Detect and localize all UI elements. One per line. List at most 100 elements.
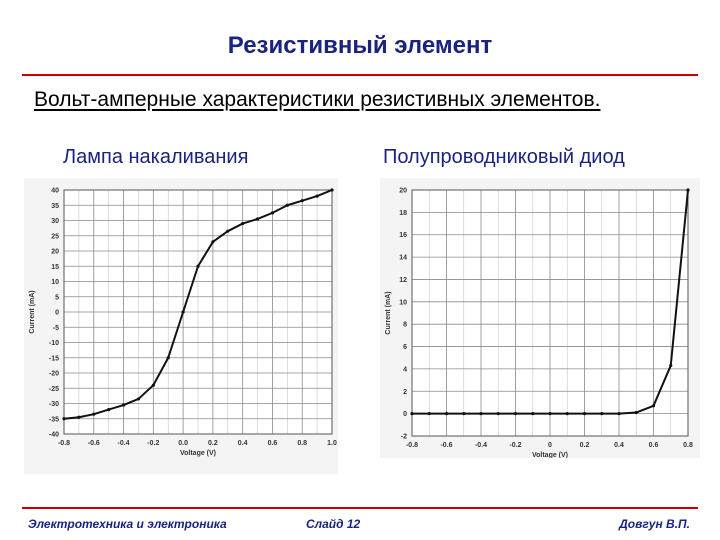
y-tick-label: 6 — [403, 344, 407, 351]
y-axis-label: Current (mA) — [29, 290, 36, 333]
x-tick-label: 0.8 — [683, 442, 693, 449]
x-tick-label: 0 — [548, 442, 552, 449]
plot-frame — [63, 189, 333, 435]
y-tick-label: 35 — [51, 203, 59, 210]
y-tick-label: -30 — [49, 401, 59, 408]
data-point — [651, 404, 656, 408]
y-tick-label: 14 — [399, 255, 407, 262]
data-point — [241, 221, 245, 226]
y-tick-label: -5 — [53, 325, 59, 332]
data-point — [634, 410, 638, 415]
plot-frame — [411, 189, 689, 437]
y-tick-label: 25 — [51, 233, 59, 240]
data-point — [92, 412, 96, 416]
data-point — [300, 199, 304, 203]
x-tick-label: 0.0 — [178, 440, 188, 447]
diode-iv-chart: -0.8 -0.6 -0.4 -0.2 0 0.2 0.4 0.6 0.8 -2 0 2 4 6 8 10 12… — [380, 178, 700, 460]
data-point — [617, 412, 621, 416]
y-tick-label: 0 — [403, 411, 407, 418]
y-tick-label: 20 — [399, 188, 407, 195]
y-tick-label: 12 — [399, 277, 407, 284]
data-point — [548, 412, 552, 416]
data-point — [270, 211, 275, 215]
x-tick-label: -0.8 — [58, 440, 70, 447]
y-tick-label: -40 — [49, 432, 59, 439]
x-tick-label: 0.6 — [268, 440, 278, 447]
y-tick-label: 8 — [403, 322, 407, 329]
y-tick-label: 40 — [51, 188, 59, 195]
x-tick-label: 0.4 — [238, 440, 248, 447]
y-tick-label: 2 — [403, 389, 407, 396]
y-tick-label: 0 — [55, 310, 59, 317]
diode-iv-chart-svg: -0.8 -0.6 -0.4 -0.2 0 0.2 0.4 0.6 0.8 -2 0 2 4 6 8 10 12… — [385, 188, 693, 460]
x-tick-label: -0.2 — [509, 442, 521, 449]
data-point — [166, 356, 170, 360]
data-point — [427, 412, 431, 416]
x-tick-label: -0.6 — [88, 440, 100, 447]
y-tick-label: -10 — [49, 340, 59, 347]
x-tick-label: 0.8 — [297, 440, 307, 447]
data-point — [107, 408, 111, 412]
y-tick-label: -35 — [49, 416, 59, 423]
course-name: Электротехника и электроника — [28, 517, 227, 531]
y-tick-label: -2 — [401, 434, 407, 441]
x-tick-label: -0.6 — [440, 442, 452, 449]
x-tick-label: -0.8 — [406, 442, 418, 449]
slide-number: Слайд 12 — [306, 517, 361, 531]
x-tick-label: 0.4 — [614, 442, 624, 449]
lamp-iv-chart-svg: -0.8 -0.6 -0.4 -0.2 0.0 0.2 0.4 0.6 0.8 1.0 -40 -35… — [29, 188, 337, 458]
y-tick-label: 4 — [403, 366, 407, 373]
y-tick-label: 20 — [51, 249, 59, 256]
data-point — [255, 217, 260, 221]
data-point — [121, 403, 126, 407]
y-tick-label: 18 — [399, 210, 407, 217]
data-point — [136, 397, 141, 401]
y-tick-label: -25 — [49, 386, 59, 393]
data-point — [211, 240, 215, 244]
y-tick-label: 10 — [399, 299, 407, 306]
x-axis-label: Voltage (V) — [532, 452, 568, 458]
data-point — [62, 417, 66, 421]
data-point — [565, 412, 569, 416]
y-tick-label: 10 — [51, 279, 59, 286]
data-point — [462, 412, 466, 416]
data-point — [669, 363, 673, 368]
footer-divider — [22, 507, 698, 509]
data-point — [330, 188, 334, 192]
data-point — [196, 264, 200, 268]
y-tick-label: -20 — [49, 371, 59, 378]
y-axis-label: Current (mA) — [385, 291, 392, 334]
data-point — [151, 383, 155, 387]
y-tick-label: 30 — [51, 218, 59, 225]
x-tick-label: -0.2 — [147, 440, 159, 447]
lamp-chart-label: Лампа накаливания — [63, 146, 249, 168]
lamp-iv-chart: -0.8 -0.6 -0.4 -0.2 0.0 0.2 0.4 0.6 0.8 1.0 -40 -35… — [24, 178, 338, 474]
data-point — [513, 412, 518, 416]
y-tick-label: -15 — [49, 355, 59, 362]
data-point — [600, 412, 604, 416]
data-point — [315, 194, 319, 198]
data-point — [686, 188, 690, 192]
diode-chart-label: Полупроводниковый диод — [383, 146, 625, 168]
data-point — [285, 203, 289, 207]
y-tick-label: 16 — [399, 232, 407, 239]
x-tick-label: 1.0 — [327, 440, 337, 447]
data-point — [531, 412, 535, 416]
data-point — [226, 229, 230, 233]
data-point — [582, 412, 587, 416]
author-name: Довгун В.П. — [619, 517, 690, 531]
data-point — [77, 415, 81, 419]
x-tick-label: 0.2 — [580, 442, 590, 449]
x-tick-label: -0.4 — [475, 442, 487, 449]
data-point — [444, 412, 449, 416]
x-tick-label: -0.4 — [118, 440, 130, 447]
data-point — [479, 412, 483, 416]
x-axis-label: Voltage (V) — [180, 450, 216, 457]
data-point — [181, 310, 185, 314]
data-point — [496, 412, 500, 416]
title-divider — [22, 74, 698, 76]
slide-title: Резистивный элемент — [227, 32, 493, 59]
x-tick-label: 0.6 — [649, 442, 659, 449]
y-tick-label: 5 — [55, 294, 59, 301]
x-tick-label: 0.2 — [208, 440, 218, 447]
